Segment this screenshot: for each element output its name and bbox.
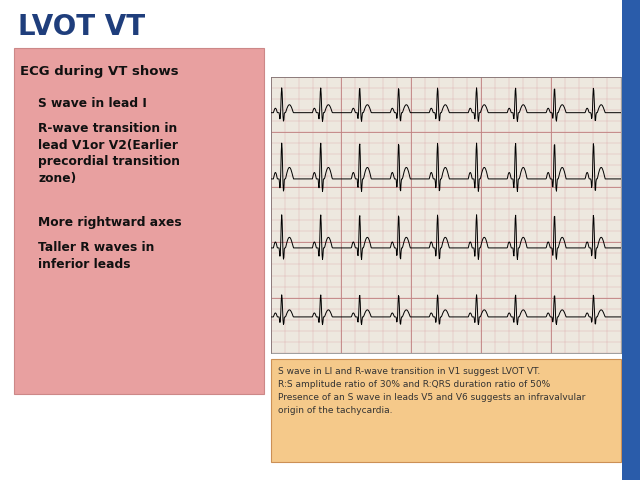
Text: ECG during VT shows: ECG during VT shows bbox=[20, 65, 179, 78]
Text: R-wave transition in
lead V1or V2(Earlier
precordial transition
zone): R-wave transition in lead V1or V2(Earlie… bbox=[38, 122, 180, 185]
FancyBboxPatch shape bbox=[271, 359, 621, 462]
Text: S wave in lead I: S wave in lead I bbox=[38, 97, 147, 110]
FancyBboxPatch shape bbox=[14, 48, 264, 394]
FancyBboxPatch shape bbox=[622, 0, 640, 480]
Text: LVOT VT: LVOT VT bbox=[18, 13, 145, 41]
Text: Taller R waves in
inferior leads: Taller R waves in inferior leads bbox=[38, 241, 155, 271]
Text: S wave in LI and R-wave transition in V1 suggest LVOT VT.
R:S amplitude ratio of: S wave in LI and R-wave transition in V1… bbox=[278, 367, 586, 415]
Text: More rightward axes: More rightward axes bbox=[38, 216, 182, 229]
